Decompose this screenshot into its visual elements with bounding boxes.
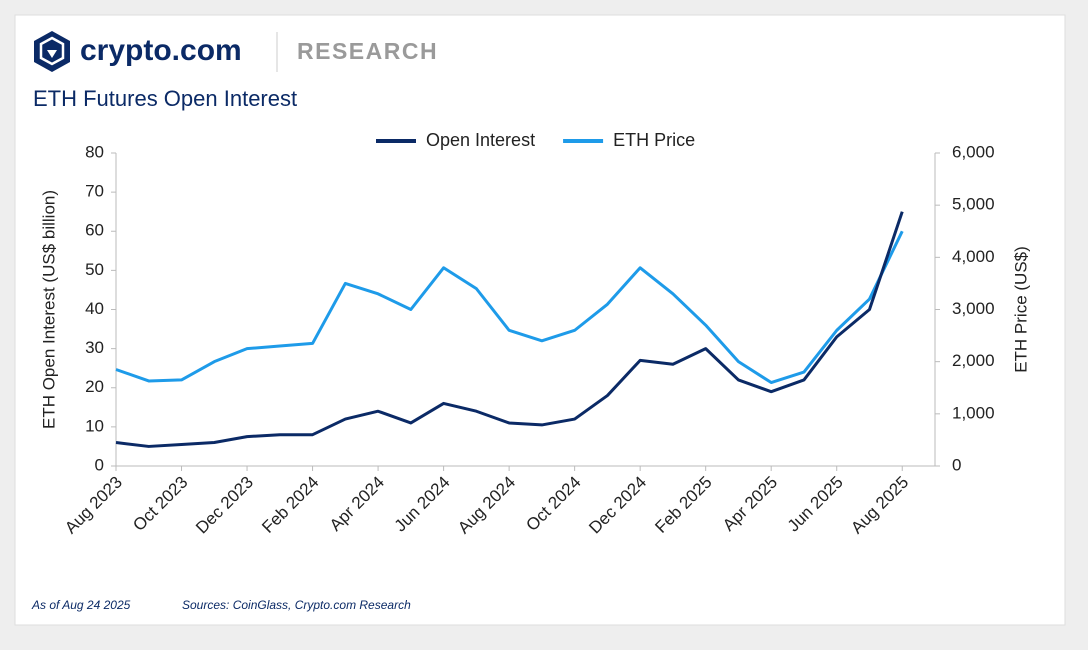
- series-line: [115, 230, 904, 385]
- y-tick-label: 60: [85, 221, 104, 240]
- y2-tick-label: 2,000: [952, 351, 995, 370]
- y2-tick-label: 0: [952, 455, 961, 474]
- logo: [34, 31, 70, 72]
- brand-section: RESEARCH: [297, 38, 438, 64]
- card: [14, 14, 1066, 626]
- y2-tick-label: 4,000: [952, 247, 995, 266]
- sources: Sources: CoinGlass, Crypto.com Research: [182, 598, 411, 612]
- y-tick-label: 50: [85, 260, 104, 279]
- y2-tick-label: 1,000: [952, 403, 995, 422]
- y-tick-label: 80: [85, 142, 104, 161]
- y2-tick-label: 6,000: [952, 142, 995, 161]
- y-axis-label: ETH Open Interest (US$ billion): [39, 190, 58, 429]
- y-tick-label: 0: [95, 455, 104, 474]
- y-tick-label: 40: [85, 299, 104, 318]
- series-line: [115, 211, 904, 448]
- y2-tick-label: 5,000: [952, 195, 995, 214]
- y-tick-label: 20: [85, 377, 104, 396]
- brand-name: crypto.com: [80, 34, 242, 67]
- y2-axis-label: ETH Price (US$): [1011, 246, 1030, 373]
- y-tick-label: 10: [85, 416, 104, 435]
- chart-title: ETH Futures Open Interest: [33, 86, 297, 111]
- y2-tick-label: 3,000: [952, 299, 995, 318]
- legend-label: ETH Price: [613, 130, 695, 150]
- y-tick-label: 70: [85, 182, 104, 201]
- legend-label: Open Interest: [426, 130, 535, 150]
- y-tick-label: 30: [85, 338, 104, 357]
- as-of: As of Aug 24 2025: [31, 598, 131, 612]
